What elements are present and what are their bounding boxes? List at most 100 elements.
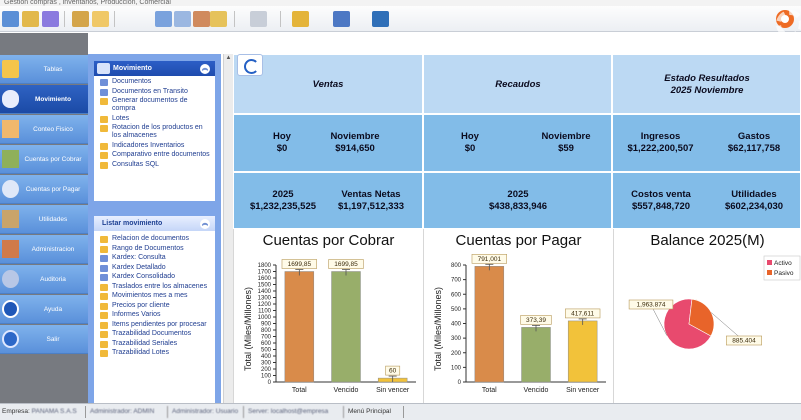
movimiento-list: Documentos Documentos en Transito Genera… xyxy=(94,76,215,172)
bar-chart: 0 100 200 300 400 500 600 700 800 791,001 Total 373… xyxy=(451,254,606,394)
sidebar-item-administracion[interactable]: Administracion xyxy=(0,235,88,264)
y-tick-label: 800 xyxy=(451,263,462,269)
resultados-title: Estado Resultados xyxy=(664,73,750,84)
chart-balance: Balance 2025(M) 1,963.874 885.404 Activo Pa… xyxy=(613,229,801,403)
user-icon[interactable] xyxy=(193,11,210,27)
cart-icon[interactable] xyxy=(72,11,89,27)
invoice-icon[interactable] xyxy=(92,11,109,27)
listar-movimiento-header[interactable]: Listar movimiento ︽ xyxy=(94,216,215,231)
status-bar: Empresa: PANAMA S.A.S Administrador: ADM… xyxy=(0,403,801,420)
help-lifebuoy-icon[interactable] xyxy=(776,10,801,38)
data-label-box xyxy=(328,259,364,269)
folder-icon xyxy=(100,283,108,291)
count-icon xyxy=(2,120,19,138)
admin-icon xyxy=(2,240,19,258)
ventas-periodo-tile xyxy=(233,114,423,172)
scroll-up-arrow-icon[interactable]: ▲ xyxy=(225,55,232,61)
sidebar-item-utilidades[interactable]: Utilidades xyxy=(0,205,88,234)
list-item[interactable]: Lotes xyxy=(100,115,212,123)
resultados-subtitle: 2025 Noviembre xyxy=(670,85,744,96)
category-label: Sin vencer xyxy=(566,387,600,394)
list-item[interactable]: Consultas SQL xyxy=(100,161,212,169)
legend-label: Activo xyxy=(774,260,792,267)
bar xyxy=(474,266,505,383)
sidebar-item-auditoria[interactable]: Auditoria xyxy=(0,265,88,294)
bar xyxy=(331,271,361,383)
binoculars-icon[interactable] xyxy=(22,11,39,27)
y-tick-label: 300 xyxy=(261,361,272,367)
folder-icon xyxy=(100,293,108,300)
sidebar-item-salir[interactable]: Salir xyxy=(0,325,88,354)
y-tick-label: 1500 xyxy=(258,283,272,289)
list-item[interactable]: Rotacion de los productos en los almacen… xyxy=(100,124,212,140)
list-item[interactable]: Comparativo entre documentos xyxy=(100,151,212,159)
collapse-chevron-icon[interactable]: ︽ xyxy=(200,64,210,74)
table-icon[interactable] xyxy=(333,11,350,27)
sidebar-item-movimiento[interactable]: Movimiento xyxy=(0,85,88,114)
y-tick-label: 300 xyxy=(451,336,462,342)
chart-cuentas-cobrar: Cuentas por Cobrar Total (Miles/Millones… xyxy=(233,229,423,403)
vertical-scrollbar[interactable]: ▲ xyxy=(223,54,233,403)
list-item[interactable]: Traslados entre los almacenes xyxy=(100,283,212,291)
y-axis-label: Total (Miles/Millones) xyxy=(433,286,443,371)
dashboard-grid: Ventas Recaudos Estado Resultados 2025 N… xyxy=(233,54,801,229)
calculator-icon[interactable] xyxy=(174,11,191,27)
folder-icon xyxy=(100,236,108,243)
category-label: Vencido xyxy=(524,387,549,394)
library-icon[interactable] xyxy=(42,11,59,27)
recaudos-mes-label: Noviembre xyxy=(541,131,591,142)
resultados-ingresos-tile xyxy=(612,114,801,172)
list-item[interactable]: Documentos en Transito xyxy=(100,88,212,96)
sidebar-item-conteo-fisico[interactable]: Conteo Fisico xyxy=(0,115,88,144)
costos-venta-label: Costos venta xyxy=(631,189,691,200)
monitor-icon[interactable] xyxy=(250,11,267,27)
category-label: Total xyxy=(482,387,497,394)
sidebar-item-tablas[interactable]: Tablas xyxy=(0,55,88,84)
pie-slice xyxy=(663,298,712,350)
data-label-box xyxy=(471,254,507,264)
list-item[interactable]: Relacion de documentos xyxy=(100,235,212,243)
refresh-button[interactable] xyxy=(237,54,263,76)
list-item[interactable]: Kardex Detallado xyxy=(100,264,212,272)
legend-label: Pasivo xyxy=(774,270,794,277)
folder-icon xyxy=(100,321,108,329)
exit-door-icon[interactable] xyxy=(372,11,389,27)
list-item[interactable]: Rango de Documentos xyxy=(100,245,212,253)
sidebar-item-cuentas-por-cobrar[interactable]: Cuentas por Cobrar xyxy=(0,145,88,174)
pie-label-box xyxy=(726,335,763,346)
ventas-header xyxy=(233,54,423,114)
movement-icon xyxy=(97,63,110,74)
sidebar-item-ayuda[interactable]: Ayuda xyxy=(0,295,88,324)
collapse-chevron-icon[interactable]: ︽ xyxy=(200,219,210,229)
printer-icon[interactable] xyxy=(155,11,172,27)
window-icon[interactable] xyxy=(2,11,19,27)
y-tick-label: 700 xyxy=(451,278,462,284)
list-item[interactable]: Indicadores Inventarios xyxy=(100,142,212,150)
list-item[interactable]: Precios por cliente xyxy=(100,302,212,310)
list-item[interactable]: Generar documentos de compra xyxy=(100,97,212,113)
list-item[interactable]: Trazabilidad Seriales xyxy=(100,340,212,348)
folder-icon xyxy=(100,161,108,169)
ventas-netas-label: Ventas Netas xyxy=(341,189,401,200)
folder-icon xyxy=(100,115,108,123)
status-modo: Administrador: Usuario xyxy=(170,406,244,418)
data-label: 1699,85 xyxy=(334,261,358,268)
kardex-icon xyxy=(100,255,108,262)
list-item[interactable]: Documentos xyxy=(100,78,212,86)
folder-icon xyxy=(100,340,108,348)
folder-icon xyxy=(100,331,108,338)
list-item[interactable]: Informes Varios xyxy=(100,311,212,319)
list-item[interactable]: Items pendientes por procesar xyxy=(100,321,212,329)
sidebar-item-cuentas-por-pagar[interactable]: Cuentas por Pagar xyxy=(0,175,88,204)
list-item[interactable]: Movimientos mes a mes xyxy=(100,292,212,300)
y-tick-label: 500 xyxy=(261,348,272,354)
notebook-icon[interactable] xyxy=(292,11,309,27)
folder-open-icon[interactable] xyxy=(210,11,227,27)
list-item[interactable]: Trazabilidad Lotes xyxy=(100,349,212,357)
list-item[interactable]: Kardex: Consulta xyxy=(100,254,212,262)
list-item[interactable]: Trazabilidad Documentos xyxy=(100,330,212,338)
recaudos-mes-value: $59 xyxy=(558,143,574,154)
movimiento-header[interactable]: Movimiento ︽ xyxy=(94,61,215,76)
list-item[interactable]: Kardex Consolidado xyxy=(100,273,212,281)
